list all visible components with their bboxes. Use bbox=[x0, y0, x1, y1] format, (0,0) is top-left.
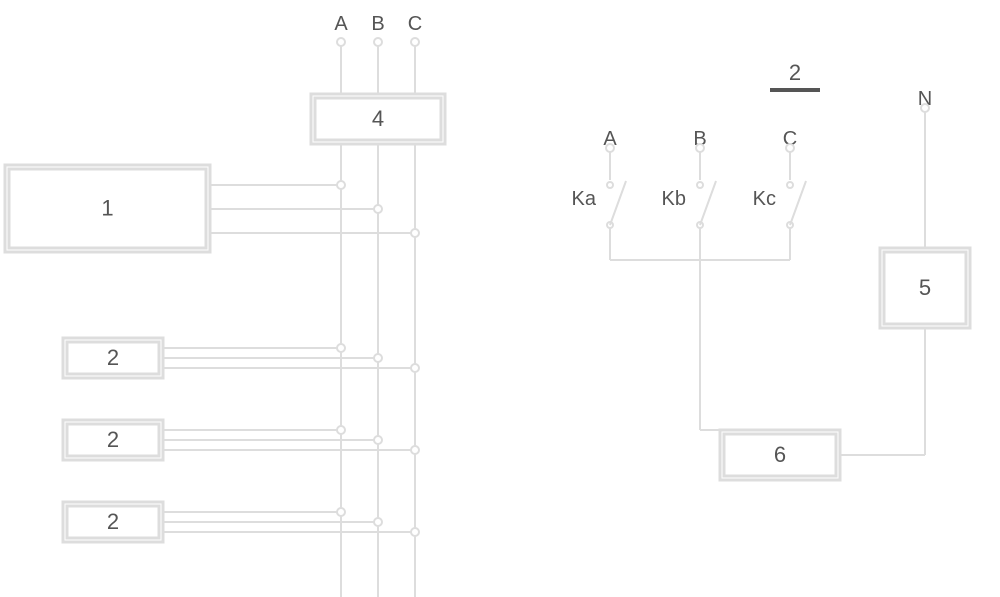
sw-top-B bbox=[697, 182, 703, 188]
bus-label-B: B bbox=[371, 13, 384, 35]
bus-term-C bbox=[411, 38, 419, 46]
ref-label: 2 bbox=[789, 60, 801, 85]
block2-2-node-A bbox=[337, 508, 345, 516]
block2-2-node-B bbox=[374, 518, 382, 526]
block-2-1-label: 2 bbox=[107, 427, 119, 452]
block1-node-B bbox=[374, 205, 382, 213]
block2-1-node-C bbox=[411, 446, 419, 454]
bus-term-B bbox=[374, 38, 382, 46]
block2-1-node-A bbox=[337, 426, 345, 434]
bus-label-A: A bbox=[334, 13, 348, 35]
block-1-label: 1 bbox=[101, 196, 113, 221]
block2-0-node-B bbox=[374, 354, 382, 362]
block1-node-A bbox=[337, 181, 345, 189]
block2-0-node-C bbox=[411, 364, 419, 372]
block1-node-C bbox=[411, 229, 419, 237]
bus-label-C: C bbox=[408, 13, 422, 35]
block2-0-node-A bbox=[337, 344, 345, 352]
sw-label-B: Kb bbox=[662, 188, 686, 210]
block-6-label: 6 bbox=[774, 442, 786, 467]
sw-label-A: Ka bbox=[572, 188, 597, 210]
block-2-0-label: 2 bbox=[107, 345, 119, 370]
bus-term-A bbox=[337, 38, 345, 46]
block-5-label: 5 bbox=[919, 275, 931, 300]
sw-top-A bbox=[607, 182, 613, 188]
phase-term-A bbox=[606, 144, 614, 152]
sw-top-C bbox=[787, 182, 793, 188]
neutral-term bbox=[921, 104, 929, 112]
phase-term-C bbox=[786, 144, 794, 152]
block2-2-node-C bbox=[411, 528, 419, 536]
sw-label-C: Kc bbox=[753, 188, 776, 210]
block-4-label: 4 bbox=[372, 106, 384, 131]
block2-1-node-B bbox=[374, 436, 382, 444]
block-2-2-label: 2 bbox=[107, 509, 119, 534]
phase-term-B bbox=[696, 144, 704, 152]
